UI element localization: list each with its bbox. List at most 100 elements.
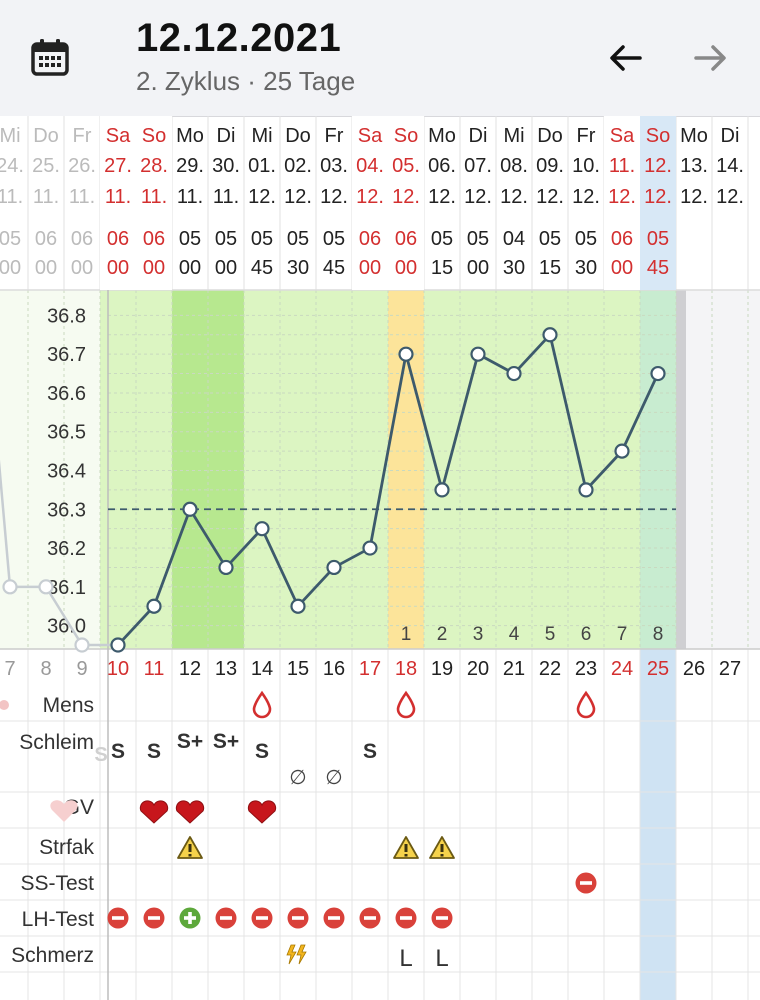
day-column-header-8: Do 25. 11. 06 00 8 bbox=[32, 125, 60, 680]
temperature-point bbox=[506, 365, 522, 382]
weekday-label: Mo bbox=[428, 125, 456, 147]
y-tick-label: 36.2 bbox=[47, 538, 86, 560]
time-hour-label: 05 bbox=[575, 228, 597, 250]
day-column-header-11: So 28. 11. 06 00 11 bbox=[136, 116, 172, 680]
cycle-day-number: 27 bbox=[719, 658, 741, 680]
time-hour-label: 06 bbox=[71, 228, 93, 250]
pain-location-label: L bbox=[399, 945, 412, 972]
month-label: 12. bbox=[680, 186, 708, 208]
cycle-day-number: 11 bbox=[144, 658, 165, 680]
negative-test-minus bbox=[364, 916, 376, 920]
y-tick-label: 36.1 bbox=[47, 577, 86, 599]
time-hour-label: 05 bbox=[647, 228, 669, 250]
today-chart-band bbox=[640, 290, 676, 649]
cycle-day-number: 15 bbox=[287, 658, 309, 680]
pain-location-label: L bbox=[435, 945, 448, 972]
month-label: 11. bbox=[69, 186, 95, 208]
chart-end-shadow bbox=[676, 290, 686, 649]
time-minute-label: 00 bbox=[35, 257, 57, 279]
date-label: 28. bbox=[140, 155, 168, 177]
future-band bbox=[686, 290, 760, 649]
weekday-label: Sa bbox=[106, 125, 131, 147]
time-minute-label: 15 bbox=[431, 257, 453, 279]
temperature-point bbox=[326, 559, 342, 576]
warning-icon-mark bbox=[440, 844, 444, 852]
post-ovulation-day-label: 4 bbox=[509, 624, 520, 645]
cycle-day-number: 12 bbox=[179, 658, 201, 680]
temperature-point bbox=[254, 521, 270, 537]
cycle-day-number: 18 bbox=[395, 658, 417, 680]
row-label-schmerz: Schmerz bbox=[11, 944, 94, 967]
negative-test-minus bbox=[400, 916, 412, 920]
day-column-header-9: Fr 26. 11. 06 00 9 bbox=[68, 125, 96, 680]
time-hour-label: 05 bbox=[0, 228, 21, 250]
date-label: 11. bbox=[609, 155, 635, 177]
time-hour-label: 06 bbox=[107, 228, 129, 250]
grid-lines bbox=[0, 116, 760, 1000]
cycle-day-number: 20 bbox=[467, 658, 489, 680]
calendar-icon bbox=[31, 39, 69, 76]
day-column-header-21: Mi 08. 12. 04 30 21 bbox=[500, 125, 528, 680]
temperature-line bbox=[116, 333, 660, 646]
weekday-label: Fr bbox=[73, 125, 92, 147]
cycle-day-number: 23 bbox=[575, 658, 597, 680]
day-column-header-24: Sa 11. 12. 06 00 24 bbox=[604, 116, 640, 680]
date-label: 05. bbox=[392, 155, 420, 177]
negative-test-minus bbox=[436, 916, 448, 920]
arrow-right-icon bbox=[694, 45, 726, 71]
negative-test-minus bbox=[328, 916, 340, 920]
temperature-point bbox=[182, 501, 198, 517]
y-tick-label: 36.0 bbox=[47, 616, 86, 638]
month-label: 12. bbox=[356, 186, 384, 208]
day-column-header-22: Do 09. 12. 05 15 22 bbox=[536, 125, 564, 680]
date-label: 26. bbox=[68, 155, 96, 177]
row-label-mens: Mens bbox=[43, 694, 94, 717]
weekday-label: Sa bbox=[358, 125, 383, 147]
day-column-header-18: So 05. 12. 06 00 18 bbox=[388, 116, 424, 680]
warning-icon-dot bbox=[404, 854, 408, 857]
header-left-bg bbox=[0, 116, 108, 290]
month-label: 12. bbox=[572, 186, 600, 208]
date-label: 10. bbox=[572, 155, 600, 177]
day-column-header-26: Mo 13. 12. 26 bbox=[680, 125, 708, 680]
time-hour-label: 06 bbox=[611, 228, 633, 250]
y-tick-label: 36.4 bbox=[47, 461, 86, 483]
heart-icon bbox=[175, 800, 205, 824]
drop-icon bbox=[396, 690, 416, 719]
post-ovulation-day-label: 6 bbox=[581, 624, 592, 645]
day-column-header-20: Di 07. 12. 05 00 20 bbox=[464, 125, 492, 680]
row-label-ss-test: SS-Test bbox=[20, 872, 94, 895]
time-hour-label: 06 bbox=[395, 228, 417, 250]
warning-icon-dot bbox=[440, 854, 444, 857]
time-minute-label: 45 bbox=[251, 257, 273, 279]
date-label: 25. bbox=[32, 155, 60, 177]
day-column-header-25: So 12. 12. 05 45 25 bbox=[640, 116, 676, 680]
month-label: 12. bbox=[608, 186, 636, 208]
temperature-point bbox=[650, 365, 666, 382]
month-label: 12. bbox=[392, 186, 420, 208]
day-column-header-14: Mi 01. 12. 05 45 14 bbox=[248, 125, 276, 680]
time-minute-label: 30 bbox=[287, 257, 309, 279]
date-label: 24. bbox=[0, 155, 24, 177]
peak-band bbox=[172, 290, 244, 649]
calendar-button[interactable] bbox=[28, 36, 72, 80]
next-day-button[interactable] bbox=[688, 36, 732, 80]
temperature-point bbox=[290, 598, 306, 614]
day-column-header-13: Di 30. 11. 05 00 13 bbox=[212, 125, 240, 680]
weekday-label: Fr bbox=[577, 125, 596, 147]
time-minute-label: 45 bbox=[323, 257, 345, 279]
previous-day-button[interactable] bbox=[604, 36, 648, 80]
post-ovulation-day-label: 7 bbox=[617, 624, 628, 645]
time-minute-label: 00 bbox=[359, 257, 381, 279]
date-label: 07. bbox=[464, 155, 492, 177]
post-ovulation-day-label: 5 bbox=[545, 624, 556, 645]
day-column-header-12: Mo 29. 11. 05 00 12 bbox=[176, 125, 204, 680]
time-hour-label: 05 bbox=[539, 228, 561, 250]
time-hour-label: 04 bbox=[503, 228, 525, 250]
day-column-header-15: Do 02. 12. 05 30 15 bbox=[284, 125, 312, 680]
mucus-none: ∅ bbox=[325, 767, 342, 789]
time-minute-label: 30 bbox=[575, 257, 597, 279]
cycle-day-number: 25 bbox=[647, 658, 669, 680]
temperature-point bbox=[398, 346, 414, 362]
day-column-header-10: Sa 27. 11. 06 00 10 bbox=[100, 116, 136, 680]
